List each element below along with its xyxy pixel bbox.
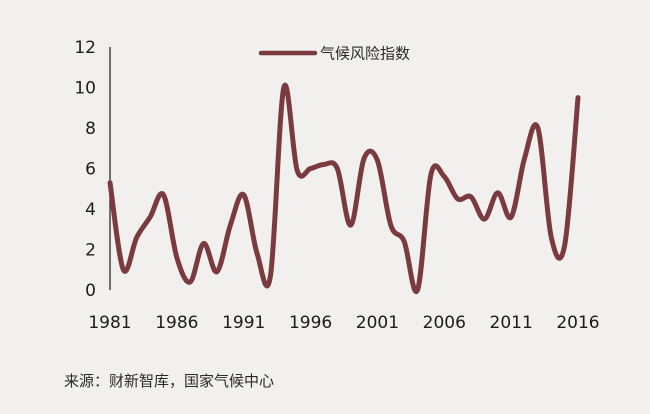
x-tick-label: 2001 bbox=[356, 313, 399, 333]
y-tick-label: 6 bbox=[85, 160, 96, 180]
x-tick-labels: 1981 1986 1991 1996 2001 2006 2011 2016 bbox=[88, 313, 599, 333]
x-tick-label: 1981 bbox=[88, 313, 131, 333]
x-tick-label: 1996 bbox=[289, 313, 332, 333]
x-tick-label: 1991 bbox=[222, 313, 265, 333]
x-tick-label: 2006 bbox=[423, 313, 466, 333]
y-tick-label: 4 bbox=[85, 200, 96, 220]
series-layer bbox=[107, 82, 581, 295]
legend-label: 气候风险指数 bbox=[320, 45, 410, 63]
series-line bbox=[107, 82, 581, 295]
legend: 气候风险指数 bbox=[258, 45, 410, 63]
y-tick-label: 10 bbox=[74, 79, 96, 99]
y-tick-labels: 0 2 4 6 8 10 12 bbox=[74, 38, 96, 301]
x-tick-label: 2016 bbox=[556, 313, 599, 333]
source-note: 来源：财新智库，国家气候中心 bbox=[64, 372, 275, 390]
x-tick-label: 1986 bbox=[155, 313, 198, 333]
y-tick-label: 12 bbox=[74, 38, 96, 58]
y-tick-label: 2 bbox=[85, 241, 96, 261]
y-tick-label: 8 bbox=[85, 119, 96, 139]
y-tick-label: 0 bbox=[85, 281, 96, 301]
x-tick-label: 2011 bbox=[490, 313, 533, 333]
